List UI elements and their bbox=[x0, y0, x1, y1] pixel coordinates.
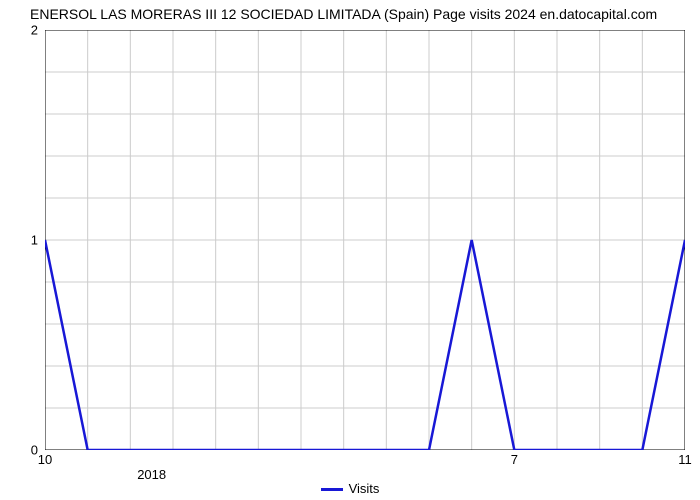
legend: Visits bbox=[0, 481, 700, 496]
x-tick-label: 7 bbox=[511, 452, 518, 467]
legend-label: Visits bbox=[349, 481, 380, 496]
x-year-label: 2018 bbox=[137, 467, 166, 482]
x-tick-label: 11 bbox=[678, 452, 692, 467]
chart-title: ENERSOL LAS MORERAS III 12 SOCIEDAD LIMI… bbox=[0, 6, 700, 22]
legend-swatch bbox=[321, 488, 343, 491]
plot-area bbox=[45, 30, 685, 450]
chart-container: ENERSOL LAS MORERAS III 12 SOCIEDAD LIMI… bbox=[0, 0, 700, 500]
y-tick-label: 1 bbox=[31, 233, 38, 248]
x-tick-label: 10 bbox=[38, 452, 52, 467]
plot-svg bbox=[45, 30, 685, 450]
y-tick-label: 2 bbox=[31, 23, 38, 38]
